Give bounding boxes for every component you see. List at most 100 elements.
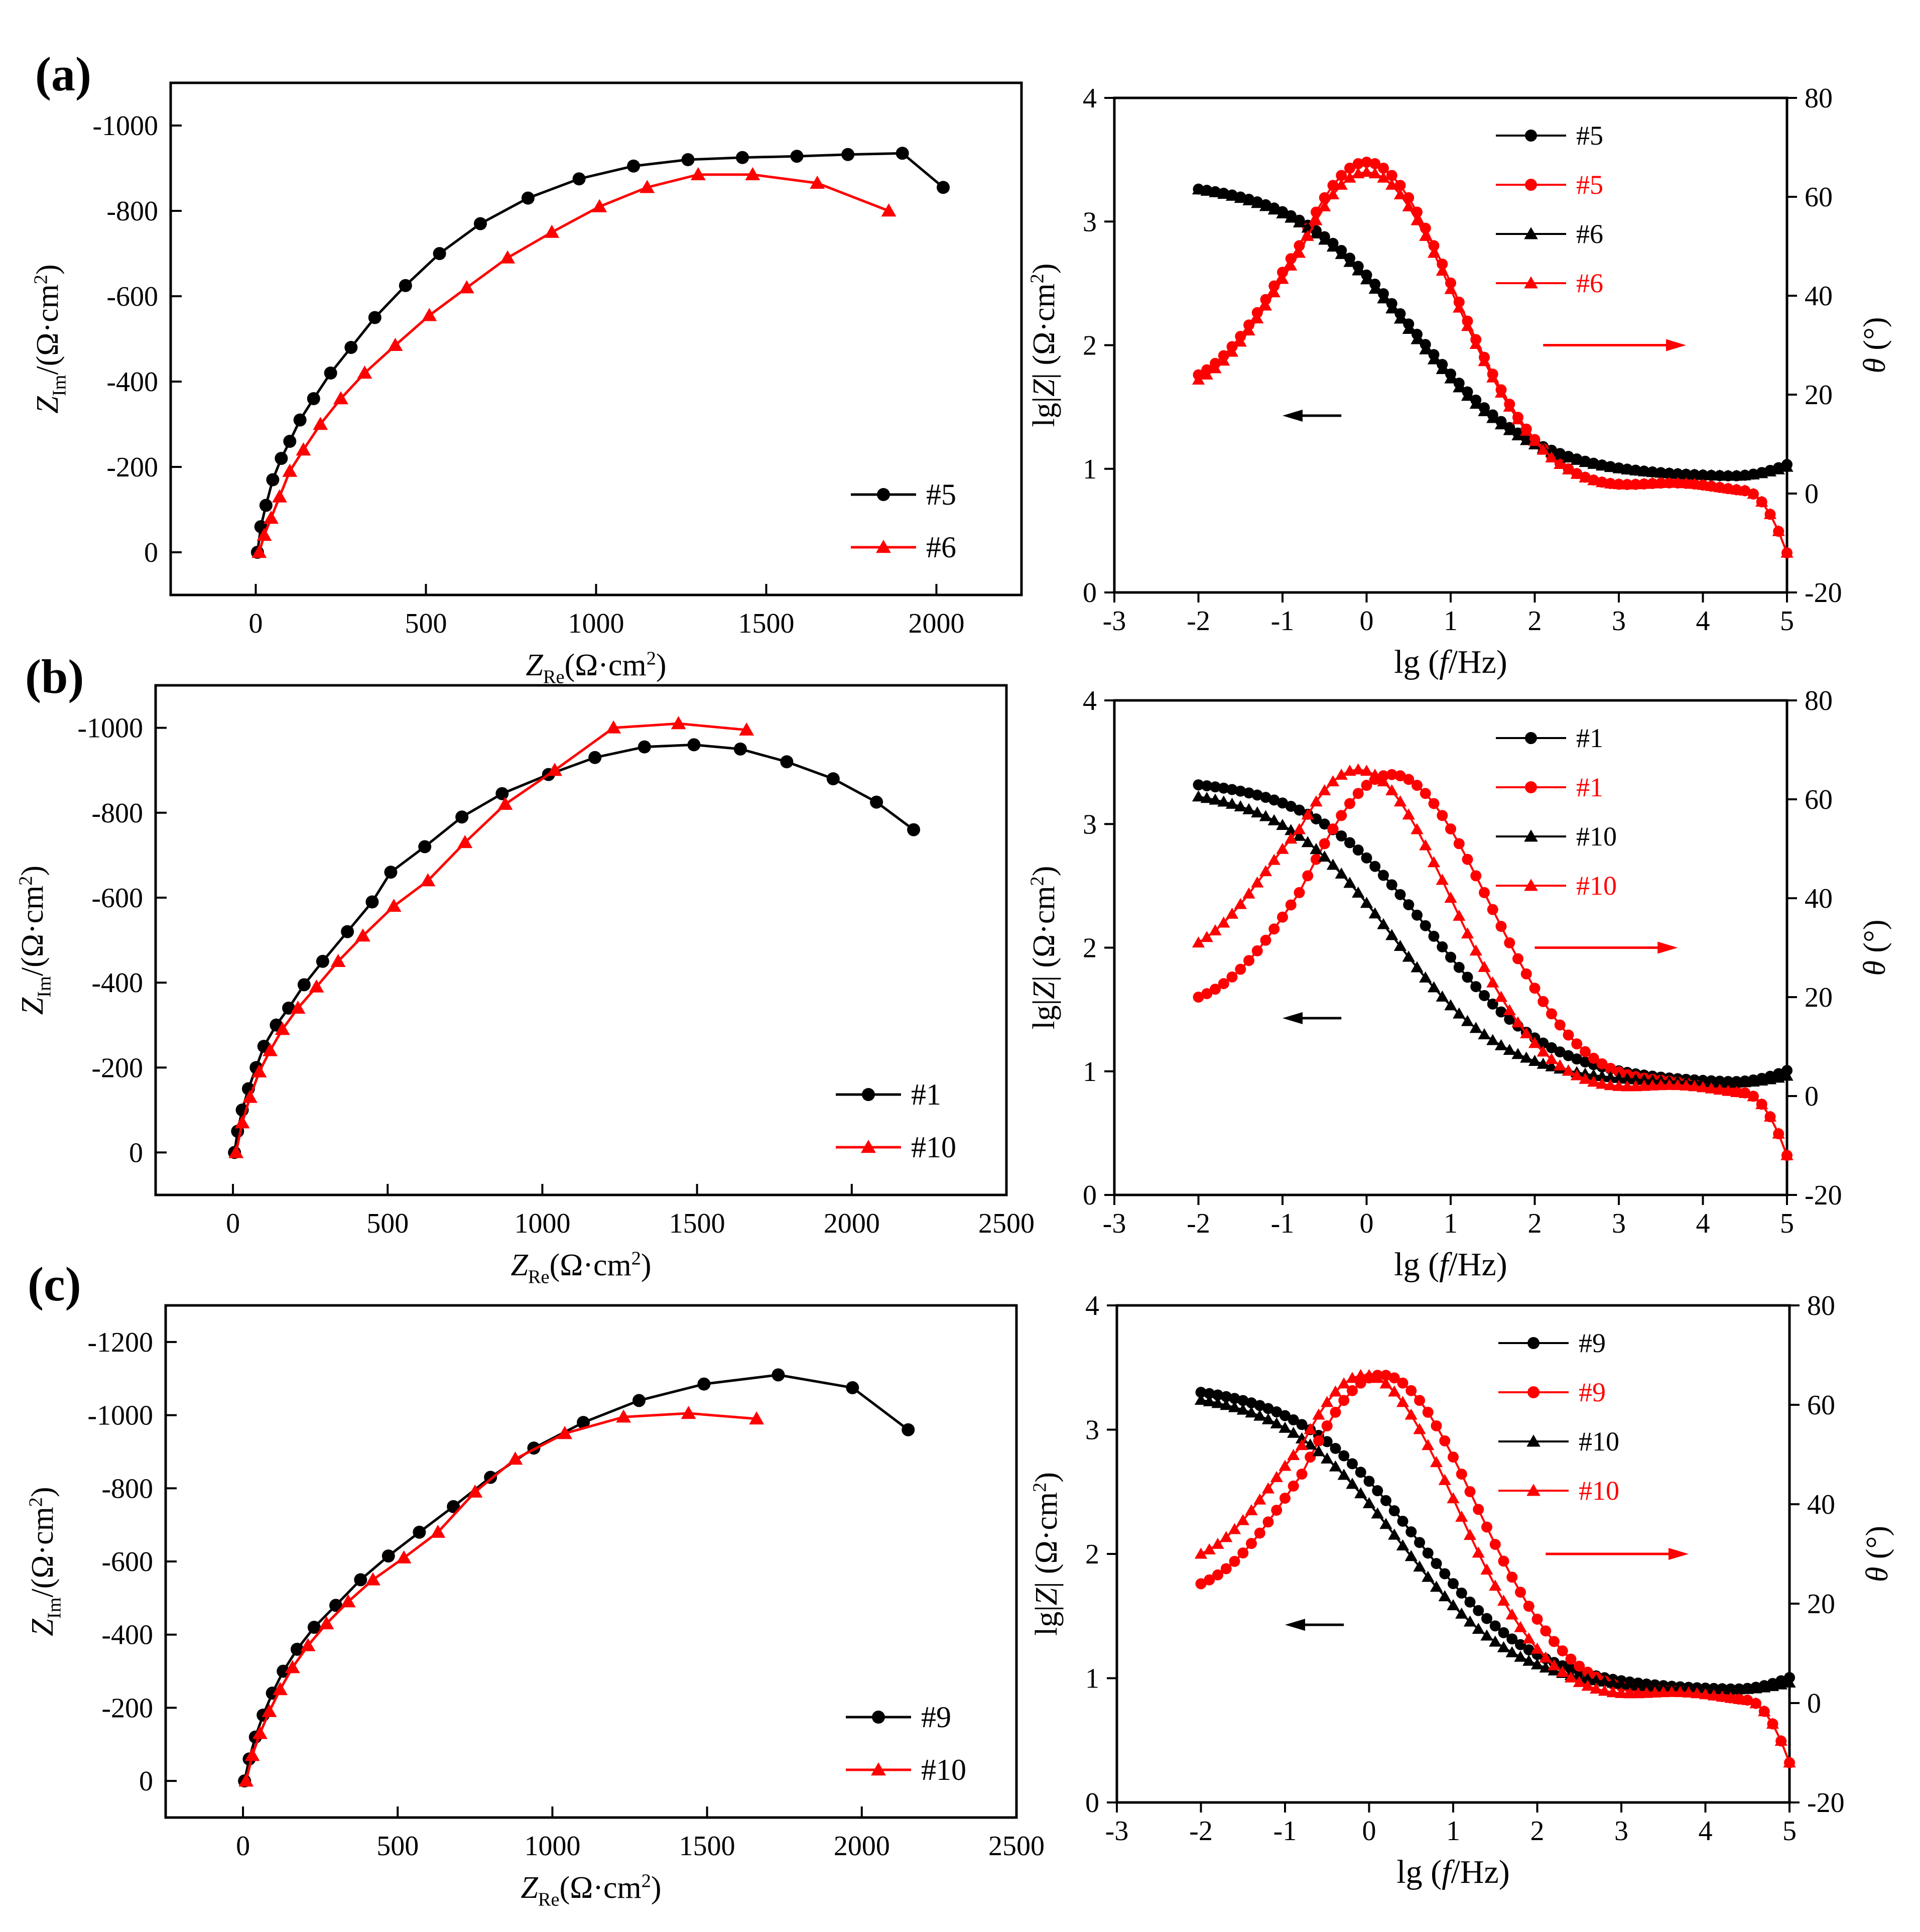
data-point — [1276, 273, 1289, 284]
data-point — [1461, 1015, 1474, 1026]
data-point — [1582, 1666, 1593, 1678]
x-tick-label: 1 — [1444, 1208, 1458, 1239]
legend-label: #5 — [926, 478, 956, 511]
data-point — [430, 1524, 446, 1538]
y-tick-label: 2 — [1085, 1539, 1099, 1570]
data-point — [384, 866, 398, 879]
data-point — [1295, 1438, 1309, 1451]
data-point — [1554, 448, 1567, 460]
data-point — [1368, 167, 1381, 179]
data-point — [1580, 1046, 1591, 1057]
data-point — [1243, 787, 1254, 799]
data-point — [1396, 1539, 1410, 1550]
series-line — [256, 152, 944, 553]
data-point — [1296, 1469, 1308, 1480]
data-point — [1200, 184, 1213, 196]
y-tick-label: -800 — [91, 798, 143, 829]
y-tick-label: -1200 — [87, 1327, 153, 1358]
data-point — [1271, 1406, 1283, 1418]
data-point — [1209, 186, 1222, 197]
x-tick-label: 1000 — [524, 1831, 580, 1862]
data-point — [1621, 463, 1634, 474]
data-point — [1259, 865, 1272, 877]
data-point — [1394, 889, 1406, 900]
data-point — [1571, 1053, 1583, 1065]
data-point — [1319, 818, 1330, 830]
data-point — [826, 772, 840, 786]
data-point — [1301, 229, 1314, 241]
data-point — [1311, 854, 1322, 865]
plot-frame — [169, 81, 1023, 596]
data-point — [1662, 1078, 1676, 1090]
data-point — [319, 1616, 334, 1630]
data-point — [690, 167, 706, 180]
data-point — [1380, 1495, 1391, 1506]
data-point — [1554, 457, 1567, 469]
legend-label: #10 — [1576, 821, 1617, 852]
data-point — [1319, 192, 1330, 203]
data-point — [1259, 200, 1272, 211]
data-point — [1293, 823, 1306, 834]
data-point — [1430, 1456, 1443, 1468]
data-point — [1579, 1072, 1592, 1084]
data-point — [841, 148, 855, 161]
data-point — [1335, 867, 1348, 879]
data-point — [1251, 312, 1264, 324]
data-point — [1261, 1413, 1275, 1424]
data-point — [1251, 806, 1264, 818]
data-point — [1302, 870, 1314, 882]
data-point — [1486, 976, 1499, 988]
data-point — [1388, 1528, 1401, 1540]
y-tick-label: 3 — [1083, 206, 1097, 237]
data-point — [1511, 413, 1524, 425]
data-point — [1236, 1514, 1249, 1525]
data-point — [1637, 1079, 1650, 1091]
data-point — [1388, 1385, 1401, 1397]
x-tick-label: 3 — [1614, 1816, 1628, 1847]
data-point — [1456, 1469, 1467, 1480]
data-point — [1730, 1076, 1743, 1088]
data-point — [1212, 1389, 1223, 1401]
data-point — [1590, 1682, 1603, 1694]
data-point — [457, 835, 473, 849]
y-tick-label: 0 — [1083, 577, 1097, 609]
data-point — [1783, 1756, 1796, 1768]
data-point — [1412, 780, 1423, 791]
data-point — [547, 763, 563, 776]
data-point — [1242, 887, 1255, 899]
data-point — [1330, 1442, 1341, 1454]
data-point — [297, 978, 311, 992]
data-point — [467, 1484, 483, 1498]
data-point — [1606, 1686, 1619, 1698]
legend-marker — [872, 1711, 885, 1724]
data-point — [1203, 1543, 1216, 1554]
x-tick-label: 1500 — [679, 1831, 735, 1862]
data-point — [572, 172, 586, 186]
data-point — [1528, 434, 1542, 446]
data-point — [1294, 804, 1305, 816]
data-point — [500, 250, 516, 264]
data-point — [1422, 1547, 1434, 1559]
data-point — [1413, 1423, 1426, 1434]
data-point — [1478, 355, 1491, 367]
data-point — [1537, 1045, 1550, 1057]
data-point — [399, 279, 412, 292]
data-point — [1705, 479, 1718, 491]
data-point — [1285, 899, 1297, 911]
data-point — [1277, 797, 1288, 809]
x-tick-label: 4 — [1696, 1208, 1710, 1239]
data-point — [1461, 390, 1474, 401]
data-point — [1235, 785, 1246, 797]
data-point — [1598, 1675, 1611, 1687]
data-point — [1347, 1458, 1358, 1470]
data-point — [1203, 1395, 1216, 1406]
data-point — [1570, 1069, 1583, 1080]
data-point — [293, 413, 307, 427]
data-point — [1587, 474, 1600, 486]
y-tick-label: 0 — [1085, 1787, 1099, 1819]
series-#1-theta — [1193, 769, 1793, 1161]
data-point — [1629, 1080, 1642, 1092]
data-point — [1722, 1084, 1735, 1096]
data-point — [1738, 1076, 1751, 1088]
data-point — [1722, 482, 1735, 494]
